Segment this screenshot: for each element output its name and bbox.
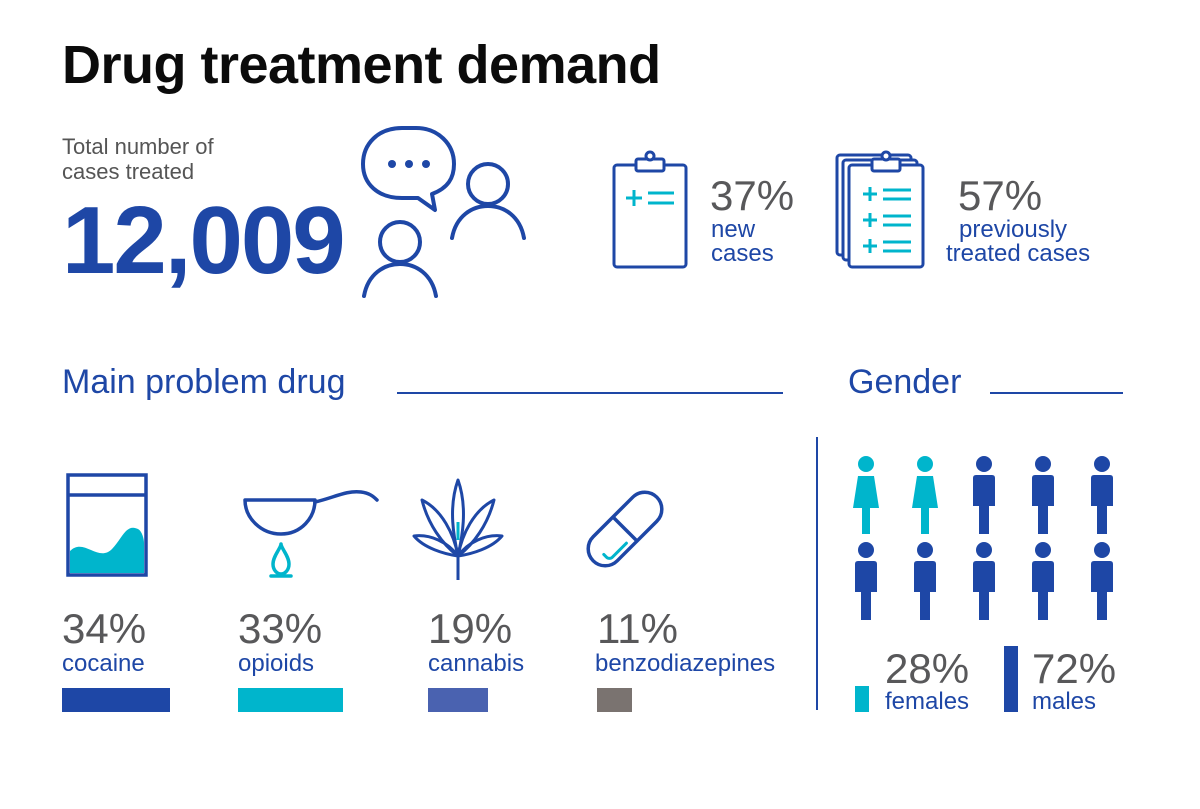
person-figure	[1032, 456, 1054, 534]
gender-heading: Gender	[848, 363, 962, 401]
clipboard-stack-icon	[835, 150, 925, 269]
opioids-label: opioids	[238, 650, 315, 677]
benzodiazepines-bar	[597, 688, 632, 712]
female-percent: 28%	[885, 645, 970, 692]
gender-rule	[990, 392, 1123, 394]
clipboard-icon	[612, 150, 688, 269]
male-bar	[1004, 646, 1018, 712]
cocaine-label: cocaine	[62, 650, 145, 677]
benzodiazepines-label: benzodiazepines	[595, 650, 776, 677]
pill-capsule-icon	[586, 490, 664, 568]
new-cases-label-line2: cases	[711, 240, 774, 267]
cannabis-leaf-icon	[412, 478, 504, 580]
previously-treated-label-line1: previously	[959, 216, 1068, 243]
person-figure	[914, 542, 936, 620]
cannabis-percent: 19%	[428, 605, 513, 652]
opioids-bar	[238, 688, 343, 712]
female-label: females	[885, 688, 970, 715]
total-cases-value: 12,009	[62, 187, 346, 294]
person-figure	[855, 542, 877, 620]
total-cases-label-line2: cases treated	[62, 159, 195, 184]
cocaine-bag-icon	[66, 473, 148, 577]
male-label: males	[1032, 688, 1097, 715]
total-cases-label-line1: Total number of	[62, 134, 214, 159]
spoon-dropper-icon	[243, 489, 379, 578]
opioids-percent: 33%	[238, 605, 323, 652]
new-cases-percent: 37%	[710, 172, 795, 219]
female-bar	[855, 686, 869, 712]
main-drug-rule	[397, 392, 783, 394]
new-cases-label-line1: new	[711, 216, 756, 243]
total-cases-label: Total number of cases treated	[62, 134, 282, 184]
cannabis-label: cannabis	[428, 650, 525, 677]
person-figure	[853, 456, 879, 534]
male-percent: 72%	[1032, 645, 1117, 692]
person-figure	[1091, 542, 1113, 620]
page-title: Drug treatment demand	[62, 35, 661, 95]
person-figure	[973, 542, 995, 620]
previously-treated-label-line2: treated cases	[946, 240, 1091, 267]
cocaine-bar	[62, 688, 170, 712]
previously-treated-percent: 57%	[958, 172, 1043, 219]
person-figure	[1091, 456, 1113, 534]
person-figure	[1032, 542, 1054, 620]
benzodiazepines-percent: 11%	[597, 605, 678, 652]
person-figure	[973, 456, 995, 534]
gender-divider	[816, 437, 818, 710]
cocaine-percent: 34%	[62, 605, 147, 652]
cannabis-bar	[428, 688, 488, 712]
people-speech-icon	[361, 126, 526, 298]
gender-figure-grid	[853, 456, 1113, 620]
person-figure	[912, 456, 938, 534]
main-drug-heading: Main problem drug	[62, 363, 346, 401]
